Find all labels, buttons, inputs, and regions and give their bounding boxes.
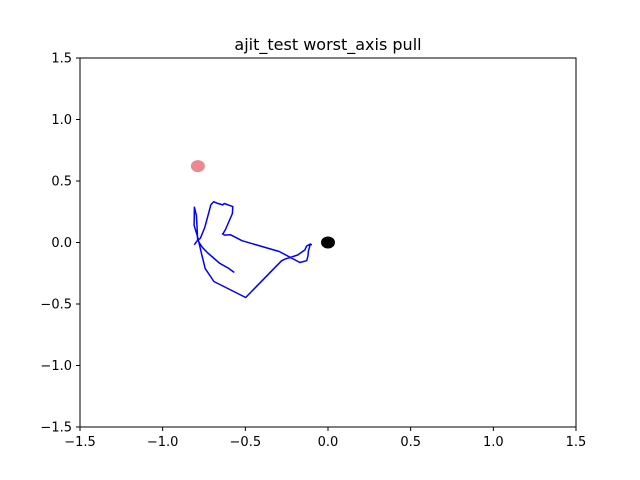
origin-marker	[321, 236, 335, 249]
x-tick-label: −1.0	[147, 435, 179, 450]
x-tick-label: 0.0	[318, 435, 339, 450]
plot-area	[190, 160, 335, 299]
y-tick-label: −1.5	[40, 421, 72, 436]
series-line-0	[193, 200, 313, 299]
y-tick-label: 0.5	[51, 175, 72, 190]
x-tick-label: 0.5	[400, 435, 421, 450]
y-tick-label: 0.0	[51, 236, 72, 251]
y-tick-label: 1.5	[51, 52, 72, 67]
start-marker	[190, 160, 205, 173]
chart-title: ajit_test worst_axis pull	[234, 35, 421, 55]
x-tick-label: 1.0	[483, 435, 504, 450]
x-tick-label: −0.5	[230, 435, 262, 450]
x-tick-label: 1.5	[566, 435, 587, 450]
x-tick-label: −1.5	[64, 435, 96, 450]
y-tick-label: −1.0	[40, 359, 72, 374]
y-tick-label: 1.0	[51, 113, 72, 128]
y-tick-label: −0.5	[40, 298, 72, 313]
